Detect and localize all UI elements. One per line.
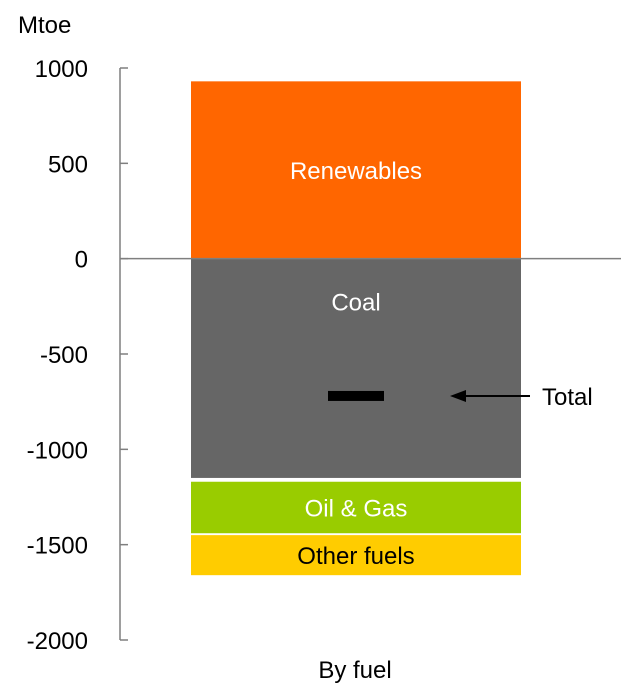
bars: Renewables Coal Oil & Gas Other fuels [191,81,521,576]
y-tick-label: -2000 [27,628,88,655]
y-axis: 1000 500 0 -500 -1000 -1500 -2000 [27,56,128,655]
segment-label-coal: Coal [331,290,380,317]
bar-segment-other-fuels [191,535,521,576]
y-axis-unit-label: Mtoe [18,12,71,39]
total-label: Total [542,384,593,411]
total-marker-group: Total [328,384,593,411]
y-tick-label: 1000 [35,56,88,83]
y-tick-label: -1500 [27,533,88,560]
y-tick-label: 0 [75,247,88,274]
segment-label-other-fuels: Other fuels [297,543,414,570]
y-tick-label: 500 [48,151,88,178]
bar-segment-renewables [191,81,521,259]
bar-segment-oil-gas [191,481,521,534]
segment-label-renewables: Renewables [290,158,422,185]
total-arrow-head [450,389,466,402]
segment-label-oil-gas: Oil & Gas [305,495,408,522]
x-axis-label: By fuel [318,657,391,684]
total-marker [328,390,384,401]
y-tick-label: -500 [40,342,88,369]
y-tick-label: -1000 [27,437,88,464]
bar-segment-coal [191,258,521,478]
